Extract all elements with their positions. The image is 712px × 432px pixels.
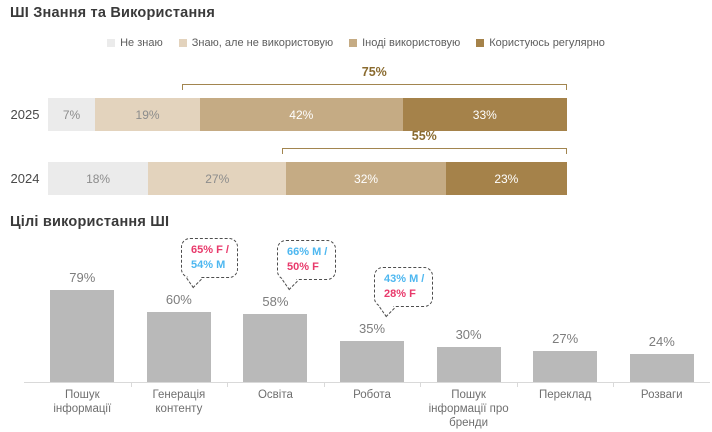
bracket [181, 84, 567, 90]
goal-bar [340, 341, 405, 382]
goal-bar [436, 347, 501, 382]
goal-column: 60% [131, 292, 228, 382]
legend-item: Іноді використовую [349, 37, 460, 49]
category-axis: Пошук інформації Генерація контенту Освіта… [24, 382, 710, 430]
legend-swatch-icon [178, 39, 187, 47]
bracket-wrap [48, 148, 567, 164]
legend-swatch-icon [349, 39, 358, 47]
value-label: 79% [69, 270, 96, 285]
callout-text: 66% M / [287, 246, 328, 258]
legend-swatch-icon [476, 39, 485, 47]
goal-column: 58% [227, 294, 324, 382]
stacked-segment: 42% [199, 98, 403, 131]
goal-bar [533, 351, 598, 382]
value-label: 30% [455, 327, 482, 342]
legend-label: Іноді використовую [362, 37, 461, 49]
value-label: 24% [648, 334, 675, 349]
callout-text: 50% F [287, 260, 319, 273]
section1-title: ШІ Знання та Використання [10, 5, 216, 21]
bracket-label-wrap: 55% [48, 129, 567, 145]
legend-label: Користуюсь регулярно [489, 37, 605, 49]
callout-bubble: 66% M / 50% F [277, 240, 337, 280]
goal-bar [146, 312, 211, 382]
legend-item: Не знаю [107, 37, 163, 49]
category-label: Пошук інформації [53, 389, 112, 416]
bracket [281, 148, 567, 154]
legend-swatch-icon [107, 39, 116, 47]
category-label: Пошук інформації про бренди [420, 383, 517, 430]
year-label: 2025 [10, 107, 40, 122]
category-label: Робота [323, 383, 421, 430]
stacked-segment: 18% [48, 162, 149, 195]
callout-bubble: 43% M / 28% F [374, 267, 434, 307]
goal-bar [629, 354, 694, 382]
stacked-bar-2025: 7% 19% 42% 33% [48, 98, 567, 131]
bracket-label: 75% [361, 65, 387, 79]
value-label: 60% [165, 292, 192, 307]
bracket-label-wrap: 75% [48, 65, 567, 81]
goal-bar [243, 314, 308, 382]
stacked-segment: 19% [95, 98, 200, 131]
goal-column: 24% [613, 334, 710, 382]
value-label: 27% [552, 331, 579, 346]
goal-bar [50, 290, 115, 382]
legend-item: Знаю, але не використовую [178, 37, 334, 49]
category-label: Розваги [613, 383, 710, 430]
legend: Не знаю Знаю, але не використовую Іноді ви… [0, 37, 712, 49]
stacked-segment: 27% [148, 162, 287, 195]
goal-column: 79% [34, 270, 131, 382]
section2-title: Цілі використання ШІ [10, 214, 170, 230]
bracket-wrap [48, 84, 567, 100]
callout-text: 43% M / [384, 273, 425, 285]
callout-text: 28% F [384, 287, 416, 300]
goals-bar-chart: 79% 60% 58% 35% 30% 27% 24% Пошук інформації Ге… [0, 238, 712, 432]
callout-text: 65% F / [191, 244, 229, 256]
stacked-bar-2024: 18% 27% 32% 23% [48, 162, 567, 195]
callout-bubble: 65% F / 54% M [181, 238, 238, 278]
callout-text: 54% M [191, 258, 226, 271]
category-label: Переклад [516, 383, 614, 430]
legend-label: Знаю, але не використовую [191, 37, 334, 49]
value-label: 35% [359, 321, 386, 336]
goal-column: 30% [420, 327, 517, 382]
legend-item: Користуюсь регулярно [476, 37, 605, 49]
goal-column: 27% [517, 331, 614, 382]
legend-label: Не знаю [120, 37, 163, 49]
category-label: Генерація контенту [130, 383, 228, 430]
year-label: 2024 [10, 171, 40, 186]
stacked-segment: 32% [286, 162, 446, 195]
category-label: Освіта [227, 383, 324, 430]
bracket-label: 55% [411, 129, 437, 143]
value-label: 58% [262, 294, 289, 309]
stacked-segment: 23% [445, 162, 567, 195]
stacked-segment: 7% [48, 98, 96, 131]
goal-column: 35% [324, 321, 421, 382]
goals-plot-area: 79% 60% 58% 35% 30% 27% 24% [34, 240, 710, 382]
stacked-segment: 33% [402, 98, 567, 131]
